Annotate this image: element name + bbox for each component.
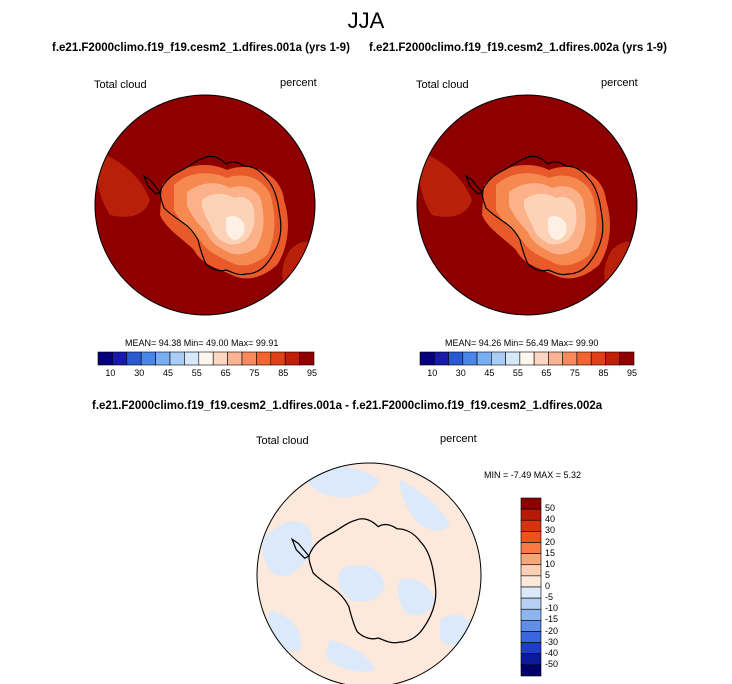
difference-colorbar-tick-label: -20 xyxy=(545,625,559,636)
difference-colorbar-swatch xyxy=(520,608,542,621)
panel1-colorbar-swatch xyxy=(97,351,113,366)
panel2-colorbar-swatch xyxy=(419,351,435,366)
panel2-colorbar-swatch xyxy=(562,351,578,366)
difference-stats: MIN = -7.49 MAX = 5.32 xyxy=(484,470,582,480)
panel1-colorbar-swatch xyxy=(212,351,228,366)
figure-title: JJA xyxy=(347,8,385,33)
difference-colorbar-tick-label: 15 xyxy=(545,547,556,558)
difference-colorbar-tick-label: 30 xyxy=(545,525,556,536)
panel1-colorbar-swatch xyxy=(184,351,200,366)
panel1-stats: MEAN= 94.38 Min= 49.00 Max= 99.91 xyxy=(125,338,279,348)
difference-colorbar-swatch xyxy=(520,653,542,666)
panel2-colorbar-swatch xyxy=(619,351,635,366)
difference-colorbar-tick-label: -10 xyxy=(545,603,559,614)
panel2-colorbar-swatch xyxy=(533,351,549,366)
panel1-colorbar-tick-label: 95 xyxy=(307,368,318,378)
difference-colorbar-tick-label: 0 xyxy=(545,581,551,591)
panel1-colorbar-tick-label: 10 xyxy=(105,368,116,378)
panel1-colorbar-swatch xyxy=(284,351,300,366)
panel2-variable-label: Total cloud xyxy=(416,79,469,91)
panel2-colorbar-tick-label: 75 xyxy=(569,368,580,378)
panel1-colorbar-swatch xyxy=(112,351,128,366)
difference-colorbar-swatch xyxy=(520,519,542,532)
panel2-colorbar-swatch xyxy=(519,351,535,366)
panel2-colorbar-swatch xyxy=(476,351,492,366)
panel1-colorbar-tick-label: 55 xyxy=(191,368,202,378)
panel1-colorbar-swatch xyxy=(299,351,315,366)
difference-colorbar-tick-label: -30 xyxy=(545,636,559,647)
panel2-stats: MEAN= 94.26 Min= 56.49 Max= 99.90 xyxy=(445,338,599,348)
difference-colorbar-tick-label: -5 xyxy=(545,592,554,603)
panel2-colorbar-tick-label: 45 xyxy=(484,368,495,378)
difference-colorbar-swatch xyxy=(520,531,542,543)
panel1-colorbar-tick-label: 45 xyxy=(163,368,174,378)
difference-colorbar-tick-label: -15 xyxy=(545,614,559,625)
difference-colorbar-swatch xyxy=(520,575,542,588)
panel2-colorbar-tick-label: 30 xyxy=(455,368,466,378)
difference-variable-label: Total cloud xyxy=(256,435,309,447)
difference-colorbar-tick-label: 40 xyxy=(545,514,556,525)
panel1-case-title: f.e21.F2000climo.f19_f19.cesm2_1.dfires.… xyxy=(52,42,350,54)
panel2-colorbar-tick-label: 95 xyxy=(627,368,638,378)
difference-colorbar-tick-label: -40 xyxy=(545,647,559,658)
panel1-colorbar-tick-label: 85 xyxy=(278,368,289,378)
panel2-colorbar-swatch xyxy=(491,351,506,366)
difference-colorbar-swatch xyxy=(520,564,542,577)
difference-colorbar-tick-label: 10 xyxy=(545,558,556,569)
panel2-colorbar-swatch xyxy=(433,351,449,366)
difference-colorbar-swatch xyxy=(520,542,542,554)
panel1-colorbar-swatch xyxy=(126,351,142,366)
panel2-colorbar-swatch xyxy=(576,351,592,366)
difference-colorbar-tick-label: 20 xyxy=(545,536,556,547)
difference-colorbar-tick-label: -50 xyxy=(545,658,559,669)
panel1-units-label: percent xyxy=(280,77,317,89)
difference-colorbar-tick-label: 50 xyxy=(545,503,556,514)
panel2-colorbar-swatch xyxy=(605,351,621,366)
panel2-units-label: percent xyxy=(601,77,638,89)
panel2-colorbar-swatch xyxy=(548,351,563,366)
panel1-map xyxy=(95,95,315,315)
difference-colorbar-swatch xyxy=(520,597,542,610)
panel1-colorbar-swatch xyxy=(140,351,156,366)
panel1-colorbar-swatch xyxy=(256,351,272,366)
difference-units-label: percent xyxy=(440,433,477,445)
difference-colorbar-swatch xyxy=(520,664,542,677)
difference-title: f.e21.F2000climo.f19_f19.cesm2_1.dfires.… xyxy=(92,400,603,412)
panel1-colorbar-swatch xyxy=(241,351,257,366)
difference-colorbar-swatch xyxy=(520,553,542,566)
difference-colorbar-swatch xyxy=(520,631,542,643)
panel2-colorbar xyxy=(419,351,635,366)
panel1-colorbar-swatch xyxy=(270,351,286,366)
difference-colorbar-swatch xyxy=(520,586,542,599)
difference-colorbar-swatch xyxy=(520,620,542,632)
difference-colorbar xyxy=(520,497,542,677)
panel1-colorbar xyxy=(97,351,315,366)
panel1-colorbar-tick-label: 30 xyxy=(134,368,145,378)
panel2-colorbar-tick-label: 10 xyxy=(427,368,438,378)
difference-colorbar-swatch xyxy=(520,497,542,510)
panel1-colorbar-tick-label: 75 xyxy=(249,368,260,378)
panel2-map xyxy=(417,95,637,315)
difference-colorbar-swatch xyxy=(520,508,542,521)
panel2-colorbar-tick-label: 55 xyxy=(512,368,523,378)
panel2-colorbar-tick-label: 85 xyxy=(598,368,609,378)
panel2-colorbar-swatch xyxy=(505,351,521,366)
panel2-colorbar-swatch xyxy=(462,351,478,366)
difference-colorbar-swatch xyxy=(520,642,542,655)
panel1-variable-label: Total cloud xyxy=(94,79,147,91)
panel1-colorbar-tick-label: 65 xyxy=(220,368,231,378)
panel1-colorbar-swatch xyxy=(155,351,171,366)
panel1-colorbar-swatch xyxy=(227,351,243,366)
panel2-colorbar-swatch xyxy=(448,351,464,366)
difference-colorbar-tick-label: 5 xyxy=(545,569,551,580)
panel2-colorbar-tick-label: 65 xyxy=(541,368,552,378)
panel1-colorbar-swatch xyxy=(169,351,185,366)
panel2-case-title: f.e21.F2000climo.f19_f19.cesm2_1.dfires.… xyxy=(369,42,667,54)
panel1-colorbar-swatch xyxy=(198,351,214,366)
panel2-colorbar-swatch xyxy=(590,351,606,366)
